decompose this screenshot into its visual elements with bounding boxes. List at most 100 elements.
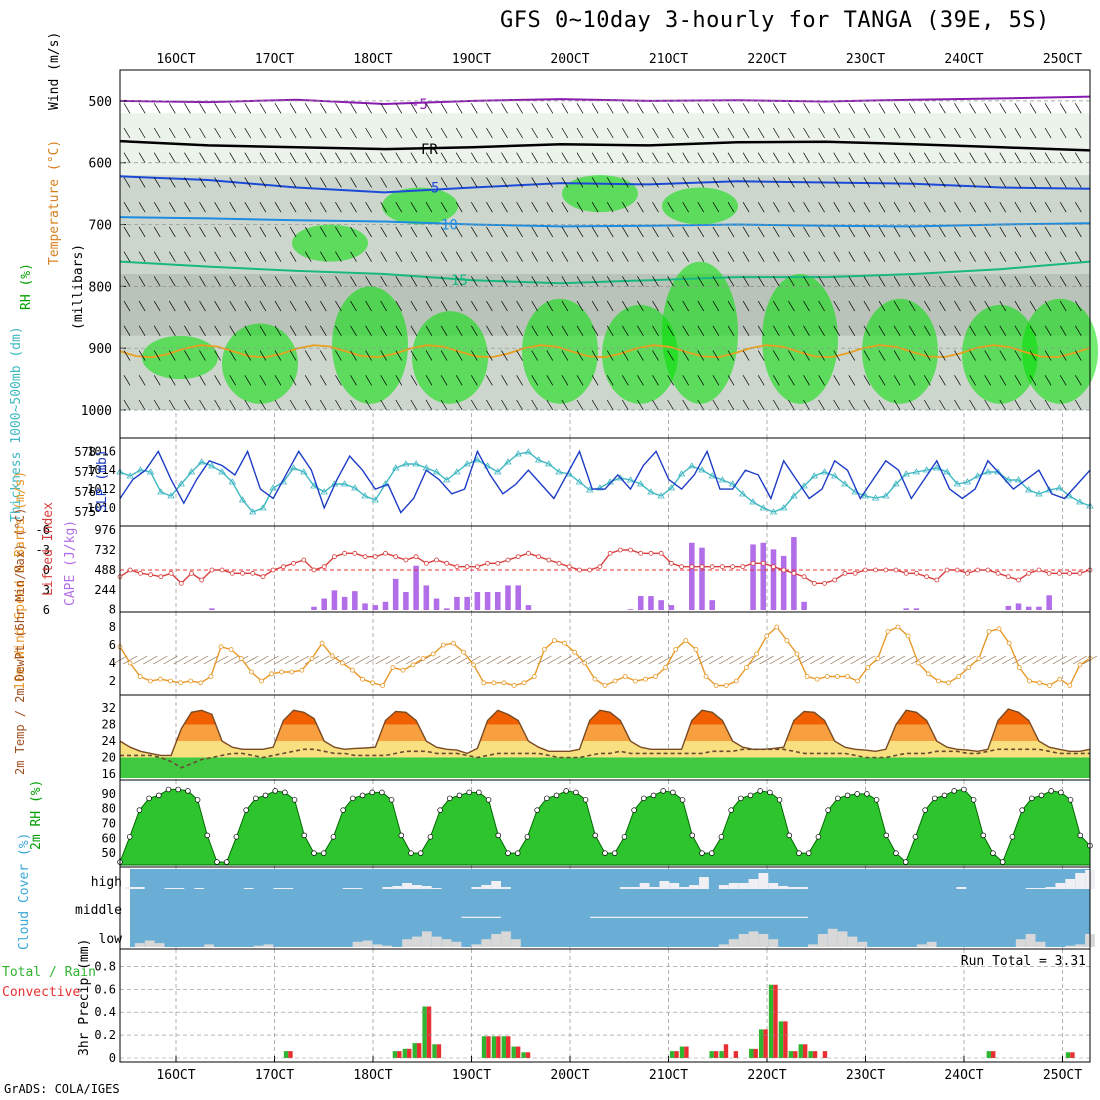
wind-barb [818, 276, 825, 287]
wind-barb [244, 127, 252, 139]
wind-barb [810, 655, 825, 665]
lifted-index-point [566, 564, 572, 570]
wind-barb [893, 251, 901, 262]
wind-barb [138, 325, 146, 336]
precip-total-bar [808, 1051, 813, 1058]
wind-barb [380, 375, 388, 386]
wind-speed-point [168, 678, 173, 684]
rh-green-area [412, 311, 488, 404]
lifted-index-point [924, 574, 930, 580]
thickness-point [238, 496, 247, 503]
rh2m-point [485, 797, 492, 803]
wind-barb [289, 375, 297, 386]
wind-barb [606, 127, 614, 139]
thickness-point [779, 504, 788, 511]
rh2m-point [350, 795, 356, 802]
wind-barb [652, 251, 659, 262]
top-date-label: 22OCT [747, 52, 786, 67]
cloud-bar-high [629, 887, 640, 889]
wind-barb [908, 325, 916, 336]
wind-speed-point [430, 651, 436, 657]
temp-contour-20 [119, 344, 1091, 359]
wind-barb [184, 177, 191, 188]
wind-barb [757, 226, 765, 238]
wind-barb [908, 127, 916, 139]
rh2m-point [679, 797, 686, 803]
cape-bar [209, 608, 215, 610]
lifted-index-point [965, 570, 970, 576]
wind-barb [153, 152, 161, 163]
rh2m-point [883, 832, 890, 839]
wind-barb [658, 655, 673, 665]
wind-barb [788, 251, 795, 262]
cloud-bar-high [699, 877, 709, 889]
wind-barb [999, 226, 1007, 238]
wind-barb [727, 300, 735, 312]
cloud-bar-high [689, 885, 699, 889]
wind-barb [1029, 226, 1037, 238]
wind-barb [531, 325, 539, 336]
wind-barb [486, 350, 493, 361]
lifted-index-point [873, 567, 878, 573]
wind-barb [123, 177, 131, 188]
wind-barb [833, 226, 841, 238]
cape-bar [903, 608, 909, 610]
rh2m-point [902, 859, 909, 865]
thickness-point [483, 462, 492, 469]
wind-speed-point [804, 674, 810, 679]
wind-barb [410, 127, 418, 139]
wind-barb [848, 375, 856, 386]
wind-barb [486, 177, 493, 188]
wind-barb [1001, 655, 1017, 665]
wind-barb [289, 152, 297, 163]
wind-barb [742, 127, 750, 139]
wind-barb [954, 399, 961, 411]
wind-barb [516, 325, 523, 336]
wind-barb [410, 226, 418, 238]
wind-barb [999, 325, 1007, 336]
rh2m-tick: 50 [102, 846, 116, 860]
wind-barb [652, 177, 659, 188]
cape-bar [474, 591, 481, 610]
wind-barb [496, 655, 512, 665]
wind-barb [727, 399, 735, 411]
cape-bar [372, 605, 379, 610]
wind-barb [1074, 350, 1082, 361]
wind-barb [803, 276, 810, 287]
wind-barb [652, 300, 659, 312]
wind-speed-point [380, 683, 386, 688]
wind-barb [561, 226, 569, 238]
wind-barb [440, 152, 448, 163]
wind-barb [274, 350, 282, 361]
wind-barb [350, 226, 357, 238]
cape-bar [443, 608, 450, 610]
wind-barb [314, 655, 330, 665]
wind-barb [923, 325, 931, 336]
wind-barb [304, 251, 312, 262]
wind-barb [697, 350, 705, 361]
thickness-point [810, 472, 819, 479]
wind-barb [259, 202, 267, 213]
wind-barb [561, 177, 569, 188]
run-total-label: Run Total = 3.31 [961, 954, 1086, 969]
thickness-point [973, 472, 982, 479]
precip-total-bar [1065, 1052, 1071, 1058]
precip-convective-bar [496, 1036, 501, 1058]
wind-speed-point [461, 649, 466, 655]
wind-barb [1059, 226, 1067, 238]
rh-green-area [382, 187, 458, 225]
wind-barb [335, 152, 342, 163]
thickness-point [443, 476, 451, 483]
wind-barb [621, 152, 629, 163]
wind-speed-point [127, 660, 133, 666]
wind-barb [501, 152, 508, 163]
wind-barb [961, 655, 976, 665]
cape-tick: 488 [94, 563, 116, 577]
pressure-tick-label: 800 [89, 280, 112, 295]
wind-barb [244, 202, 252, 213]
wind-barb [969, 251, 976, 262]
rh2m-point [466, 789, 472, 796]
li-tick: -6 [36, 523, 50, 537]
thickness-point [1045, 486, 1053, 493]
cloud-bar-low [421, 931, 432, 947]
